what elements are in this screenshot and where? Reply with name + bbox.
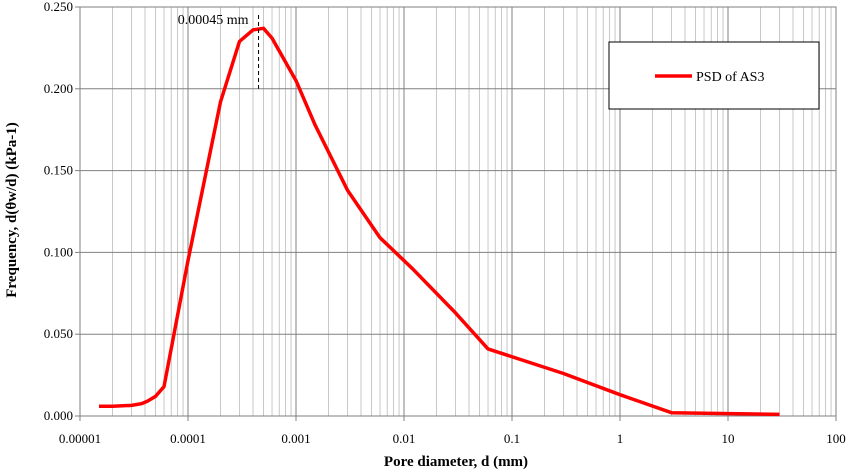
y-axis-tick-labels: 0.000 0.050 0.100 0.150 0.200 0.250 <box>44 0 73 423</box>
x-tick-label: 10 <box>722 431 735 446</box>
plot-area-frame <box>79 6 837 417</box>
x-tick-label: 0.1 <box>504 431 520 446</box>
y-axis-title: Frequency, d(θw/d) (kPa-1) <box>4 122 20 297</box>
legend: PSD of AS3 <box>608 41 820 110</box>
x-tick-label: 0.0001 <box>170 431 206 446</box>
peak-annotation: 0.00045 mm <box>178 13 249 28</box>
y-tick-label: 0.050 <box>44 326 73 341</box>
legend-box <box>608 41 820 110</box>
legend-label: PSD of AS3 <box>696 70 764 85</box>
y-tick-label: 0.000 <box>44 408 73 423</box>
y-tick-label: 0.200 <box>44 81 73 96</box>
minor-gridlines <box>112 7 832 416</box>
x-tick-label: 0.00001 <box>59 431 101 446</box>
series-line-psd-of-as3 <box>99 26 780 417</box>
y-tick-label: 0.250 <box>44 0 73 14</box>
x-axis-title: Pore diameter, d (mm) <box>384 454 528 470</box>
x-tick-label: 0.01 <box>393 431 416 446</box>
x-tick-label: 0.001 <box>281 431 310 446</box>
x-axis-tick-labels: 0.00001 0.0001 0.001 0.01 0.1 1 10 100 <box>59 431 846 446</box>
y-tick-label: 0.150 <box>44 163 73 178</box>
x-tick-label: 100 <box>826 431 846 446</box>
y-tick-label: 0.100 <box>44 244 73 259</box>
x-tick-label: 1 <box>617 431 624 446</box>
